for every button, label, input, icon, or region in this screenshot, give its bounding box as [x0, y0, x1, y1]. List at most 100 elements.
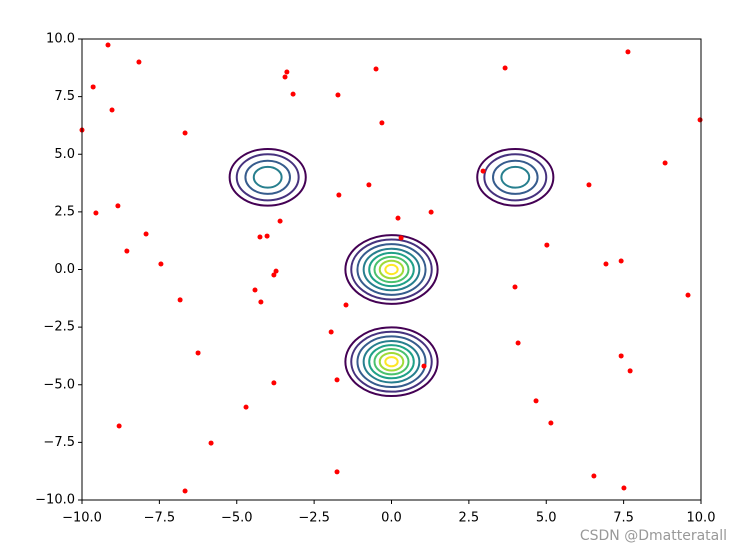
scatter-point	[115, 203, 121, 209]
scatter-point	[182, 130, 188, 136]
contour-line	[244, 159, 291, 195]
scatter-point	[273, 268, 279, 274]
x-tick-label: 10.0	[687, 511, 716, 526]
contour-line	[350, 330, 433, 393]
scatter-point	[586, 182, 592, 188]
scatter-point	[591, 473, 597, 479]
x-tick-label: 5.0	[536, 511, 557, 526]
scatter-point	[533, 398, 539, 404]
scatter-point	[544, 242, 550, 248]
watermark: CSDN @Dmatteratall	[580, 528, 727, 544]
scatter-point	[395, 215, 401, 221]
scatter-point	[284, 69, 290, 75]
y-tick-label: 0.0	[54, 262, 75, 277]
scatter-point	[398, 235, 404, 241]
y-tick-label: 10.0	[46, 32, 75, 47]
scatter-point	[116, 423, 122, 429]
scatter-point	[90, 84, 96, 90]
scatter-point	[662, 160, 668, 166]
scatter-point	[336, 192, 342, 198]
contour-line	[384, 356, 399, 368]
scatter-point	[621, 485, 627, 491]
scatter-point	[124, 248, 130, 254]
x-tick-label: −10.0	[62, 511, 102, 526]
scatter-point	[334, 469, 340, 475]
scatter-point	[208, 440, 214, 446]
scatter-point	[421, 363, 427, 369]
contour-line	[356, 335, 427, 389]
contour-line	[476, 147, 555, 207]
scatter-point	[379, 120, 385, 126]
scatter-point	[93, 210, 99, 216]
y-tick-label: −2.5	[43, 320, 75, 335]
y-tick-label: −10.0	[35, 493, 75, 508]
scatter-point	[366, 182, 372, 188]
contour-line	[378, 351, 405, 372]
x-tick-label: −5.0	[221, 511, 253, 526]
contour-line	[384, 263, 399, 276]
x-tick-label: −2.5	[298, 511, 330, 526]
contour-line	[356, 243, 427, 296]
scatter-point	[603, 261, 609, 267]
y-tick-label: 5.0	[54, 147, 75, 162]
contour-line	[500, 165, 531, 189]
contour-line	[368, 251, 415, 288]
scatter-point	[158, 261, 164, 267]
scatter-point	[252, 287, 258, 293]
scatter-point	[697, 117, 703, 123]
x-tick-label: 0.0	[381, 511, 402, 526]
scatter-point	[258, 299, 264, 305]
scatter-point	[512, 284, 518, 290]
scatter-point	[277, 218, 283, 224]
x-tick-label: −7.5	[144, 511, 176, 526]
scatter-point	[328, 329, 334, 335]
scatter-point	[264, 233, 270, 239]
scatter-point	[282, 74, 288, 80]
scatter-point	[177, 297, 183, 303]
contour-line	[378, 259, 405, 280]
contour-line	[252, 165, 283, 189]
scatter-point	[257, 234, 263, 240]
contour-line	[483, 153, 548, 202]
scatter-point	[182, 488, 188, 494]
scatter-point	[625, 49, 631, 55]
contour-line	[362, 247, 421, 292]
x-tick-label: 2.5	[459, 511, 480, 526]
scatter-point	[243, 404, 249, 410]
contour-line	[235, 153, 300, 202]
scatter-point	[105, 42, 111, 48]
contour-line	[373, 255, 410, 284]
contour-line	[368, 344, 415, 380]
contour-line	[362, 339, 421, 384]
y-tick-label: −5.0	[43, 377, 75, 392]
scatter-point	[548, 420, 554, 426]
x-tick-label: 7.5	[613, 511, 634, 526]
contour-line	[344, 234, 439, 305]
scatter-point	[143, 231, 149, 237]
scatter-point	[515, 340, 521, 346]
scatter-point	[109, 107, 115, 113]
contour-line	[350, 238, 433, 301]
contour-line	[492, 159, 539, 195]
scatter-point	[334, 377, 340, 383]
scatter-point	[343, 302, 349, 308]
scatter-point	[627, 368, 633, 374]
y-tick-label: −7.5	[43, 435, 75, 450]
scatter-point	[335, 92, 341, 98]
scatter-point	[271, 380, 277, 386]
scatter-point	[195, 350, 201, 356]
scatter-point	[136, 59, 142, 65]
scatter-point	[290, 91, 296, 97]
scatter-point	[373, 66, 379, 72]
contour-line	[228, 147, 307, 207]
contour-line	[344, 326, 439, 398]
contour-line	[373, 348, 410, 376]
y-tick-label: 7.5	[54, 89, 75, 104]
y-tick-label: 2.5	[54, 204, 75, 219]
scatter-point	[618, 353, 624, 359]
scatter-point	[480, 168, 486, 174]
scatter-point	[618, 258, 624, 264]
scatter-point	[685, 292, 691, 298]
